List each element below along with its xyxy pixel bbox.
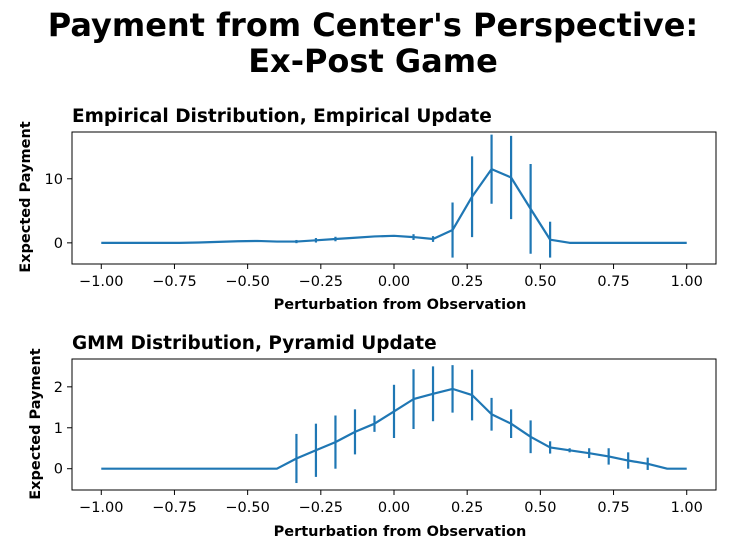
x-tick-label: 0.50: [524, 274, 556, 290]
x-tick-label: −1.00: [79, 500, 123, 516]
x-tick-label: 0.75: [597, 274, 629, 290]
y-axis-label: Expected Payment: [18, 121, 34, 273]
y-tick-label: 10: [45, 172, 63, 188]
chart-gmm: GMM Distribution, Pyramid Update Perturb…: [28, 333, 717, 540]
series-line: [101, 168, 687, 244]
x-tick-label: 0.25: [451, 274, 483, 290]
figure-title-line1: Payment from Center's Perspective:: [48, 6, 698, 44]
x-tick-label: −1.00: [79, 274, 123, 290]
figure-title-line2: Ex-Post Game: [248, 42, 498, 80]
y-tick-label: 0: [54, 236, 63, 252]
x-tick-label: 0.00: [378, 274, 410, 290]
y-tick-label: 0: [54, 462, 63, 478]
chart-title: Empirical Distribution, Empirical Update: [72, 106, 492, 127]
x-tick-label: −0.75: [152, 500, 196, 516]
chart-empirical: Empirical Distribution, Empirical Update…: [18, 106, 717, 313]
x-tick-label: −0.25: [299, 274, 343, 290]
series-line: [101, 387, 687, 470]
y-tick-label: 2: [54, 380, 63, 396]
axes-frame: [71, 131, 717, 265]
y-axis-label: Expected Payment: [28, 348, 44, 500]
x-tick-label: −0.50: [225, 500, 269, 516]
x-tick-label: 0.00: [378, 500, 410, 516]
x-tick-label: −0.50: [225, 274, 269, 290]
y-tick-label: 1: [54, 421, 63, 437]
x-tick-label: 0.25: [451, 500, 483, 516]
x-tick-label: −0.25: [299, 500, 343, 516]
x-axis-label: Perturbation from Observation: [274, 524, 527, 540]
x-tick-label: −0.75: [152, 274, 196, 290]
x-axis-label: Perturbation from Observation: [274, 297, 527, 313]
chart-title: GMM Distribution, Pyramid Update: [72, 333, 437, 354]
x-tick-label: 1.00: [671, 274, 703, 290]
x-tick-label: 1.00: [671, 500, 703, 516]
x-tick-label: 0.75: [597, 500, 629, 516]
x-tick-label: 0.50: [524, 500, 556, 516]
